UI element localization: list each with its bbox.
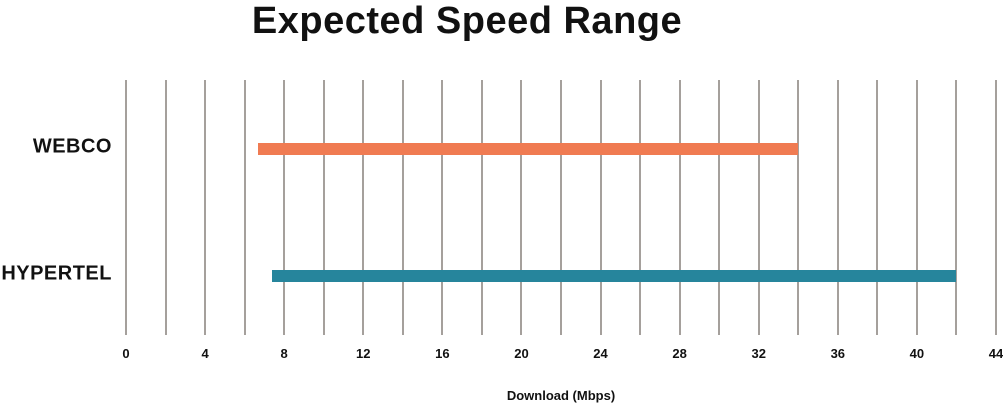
- category-label-webco: WEBCO: [32, 135, 112, 158]
- gridline-10: [322, 80, 325, 335]
- gridline-34: [797, 80, 800, 335]
- gridline-2: [164, 80, 167, 335]
- gridline-6: [243, 80, 246, 335]
- gridline-36: [836, 80, 839, 335]
- gridline-42: [955, 80, 958, 335]
- chart-title: Expected Speed Range: [251, 0, 683, 42]
- gridline-0: [125, 80, 127, 335]
- gridline-18: [480, 80, 483, 335]
- gridline-16: [441, 80, 444, 335]
- x-tick-label-44: 44: [988, 346, 1003, 361]
- gridline-30: [718, 80, 721, 335]
- x-tick-label-8: 8: [280, 346, 288, 361]
- gridline-26: [639, 80, 642, 335]
- gridline-22: [560, 80, 562, 335]
- gridline-44: [995, 80, 997, 335]
- gridline-28: [678, 80, 681, 335]
- range-bar-hypertel: [272, 269, 957, 282]
- gridline-14: [401, 80, 404, 335]
- x-tick-label-24: 24: [593, 346, 608, 361]
- x-tick-label-20: 20: [514, 346, 529, 361]
- gridline-40: [915, 80, 918, 335]
- range-bar-webco: [258, 143, 799, 155]
- x-tick-label-12: 12: [356, 346, 371, 361]
- x-tick-label-4: 4: [201, 346, 209, 361]
- x-tick-label-32: 32: [751, 346, 766, 361]
- x-tick-label-16: 16: [435, 346, 450, 361]
- x-tick-label-0: 0: [122, 346, 130, 361]
- gridline-8: [283, 80, 286, 335]
- gridline-4: [204, 80, 207, 335]
- x-axis-title: Download (Mbps): [506, 388, 616, 403]
- x-tick-label-28: 28: [672, 346, 687, 361]
- gridline-12: [362, 80, 365, 335]
- x-tick-label-36: 36: [830, 346, 846, 361]
- gridline-32: [757, 80, 760, 335]
- x-tick-label-40: 40: [909, 346, 925, 361]
- gridline-20: [520, 80, 523, 335]
- gridline-24: [599, 80, 602, 335]
- category-label-hypertel: HYPERTEL: [1, 262, 112, 284]
- gridline-38: [876, 80, 879, 335]
